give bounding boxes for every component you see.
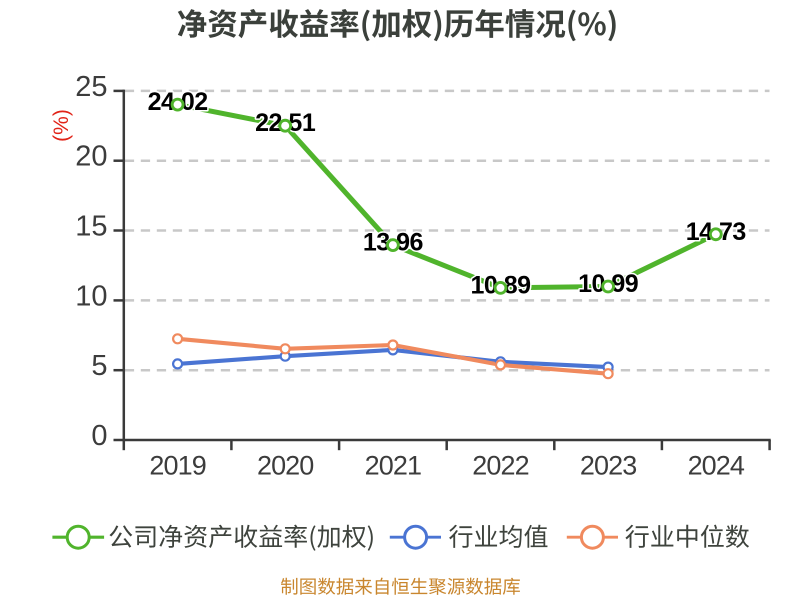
svg-text:15: 15 [75, 211, 107, 243]
svg-text:2022: 2022 [472, 450, 528, 480]
svg-text:2019: 2019 [149, 450, 205, 480]
svg-text:2023: 2023 [580, 450, 636, 480]
svg-text:2021: 2021 [365, 450, 421, 480]
svg-text:(%): (%) [50, 109, 73, 142]
svg-text:2020: 2020 [257, 450, 313, 480]
svg-text:0: 0 [91, 420, 107, 452]
svg-text:20: 20 [75, 141, 107, 173]
svg-text:10: 10 [75, 280, 107, 312]
svg-text:2024: 2024 [688, 450, 745, 480]
svg-text:5: 5 [91, 350, 107, 382]
svg-text:14.73: 14.73 [686, 218, 746, 246]
svg-text:25: 25 [75, 71, 107, 103]
